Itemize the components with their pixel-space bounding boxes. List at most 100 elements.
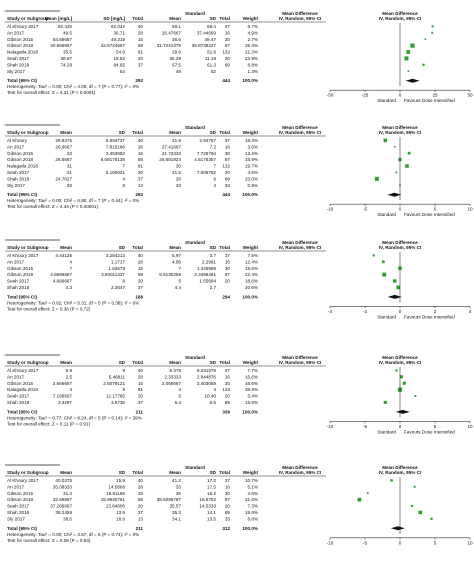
- total-standard: 20: [225, 56, 231, 61]
- total-intensified: 20: [138, 56, 144, 61]
- column-header: Study or Subgroup: [7, 470, 49, 475]
- mean-standard: 4.4: [175, 285, 182, 290]
- total-intensified: 81: [138, 50, 144, 55]
- study-point-estimate: [383, 138, 388, 143]
- group-header: Standard: [185, 355, 205, 360]
- weight: 21.3%: [245, 50, 258, 55]
- column-header: Total: [219, 16, 230, 21]
- sd-intensified: 6.08178138: [101, 157, 126, 162]
- mean-standard: 5.4: [175, 400, 182, 405]
- total-label: Total (95% CI): [7, 409, 38, 414]
- mean-intensified: 26.6667: [55, 157, 72, 162]
- mean-intensified: 35.5: [63, 50, 72, 55]
- total-standard: 89: [225, 62, 231, 67]
- study-point-estimate: [396, 285, 401, 290]
- total-intensified: 28: [138, 30, 144, 35]
- study-point-estimate: [399, 375, 403, 379]
- study-name: Gibson 2018: [7, 157, 33, 162]
- sd-standard: 38.8739227: [192, 43, 217, 48]
- sd-intensified: 2.2647: [111, 285, 125, 290]
- sd-intensified: 54: [120, 69, 126, 74]
- total-n-intensified: 211: [136, 526, 144, 531]
- total-intensified: 28: [138, 144, 144, 149]
- mean-intensified: 32.66667: [53, 497, 73, 502]
- group-header: Standard: [185, 465, 205, 470]
- effect-title: Mean Difference: [282, 240, 318, 245]
- total-standard: 30: [225, 266, 231, 271]
- x-tick-label: 0: [399, 540, 402, 545]
- mean-standard: 57.5: [172, 62, 181, 67]
- sd-intensified: 1.1717: [111, 259, 125, 264]
- column-header: Mean: [169, 245, 181, 250]
- weight: 7.3%: [248, 504, 258, 509]
- column-header: SD: [210, 130, 217, 135]
- weight: 0.9%: [248, 183, 258, 188]
- total-standard: 30: [225, 151, 231, 156]
- study-point-estimate: [393, 145, 396, 148]
- x-tick-label: -2: [363, 309, 368, 314]
- mean-standard: 28: [176, 176, 182, 181]
- total-intensified: 81: [138, 164, 144, 169]
- sd-standard: 7.729794: [197, 151, 217, 156]
- total-standard: 16: [225, 144, 231, 149]
- total-standard: 89: [225, 510, 231, 515]
- sd-standard: 3.7: [210, 253, 217, 258]
- study-point-estimate: [404, 56, 409, 61]
- forest-plot-panel: Standard Mean Difference Mean Difference St…: [0, 120, 474, 228]
- study-name: Sly 2017: [7, 183, 25, 188]
- sd-intensified: 18.82: [114, 56, 126, 61]
- study-point-estimate: [414, 395, 417, 397]
- sd-intensified: 36.71: [114, 30, 126, 35]
- study-point-estimate: [413, 485, 416, 488]
- total-standard: 33: [225, 516, 231, 521]
- pooled-diamond: [387, 192, 402, 197]
- mean-standard: 34.1: [172, 516, 181, 521]
- total-intensified: 28: [138, 259, 144, 264]
- sd-standard: 15.8752: [199, 497, 216, 502]
- weight: 18.6%: [245, 266, 258, 271]
- study-point-estimate: [407, 70, 410, 72]
- total-intensified: 40: [138, 24, 144, 29]
- x-tick-label: -5: [363, 207, 368, 212]
- study-name: Gibson 2015: [7, 37, 33, 42]
- sd-intensified: 14.5806: [108, 484, 125, 489]
- sd-intensified: 3.284213: [106, 253, 126, 258]
- x-tick-label: -25: [362, 93, 369, 98]
- total-n-standard: 339: [222, 409, 230, 414]
- sd-intensified: 13.84606: [106, 504, 126, 509]
- mean-intensified: 4: [69, 387, 72, 392]
- favours-left-label: Standard: [377, 429, 396, 434]
- sd-standard: 1.55684: [199, 279, 216, 284]
- total-intensified: 37: [138, 62, 144, 67]
- sd-standard: 14.5333: [199, 504, 216, 509]
- study-name: An 2017: [7, 259, 25, 264]
- overall-effect: Test for overall effect: Z = 0.08 (P = 0…: [7, 538, 91, 543]
- weight: 8.8%: [248, 62, 258, 67]
- weight: 5.4%: [248, 394, 258, 399]
- sd-standard: 58.4: [207, 24, 216, 29]
- favours-right-label: Favours Dose Intensified: [404, 314, 455, 319]
- total-intensified: 37: [138, 400, 144, 405]
- study-point-estimate: [382, 260, 385, 264]
- study-point-estimate: [366, 492, 369, 495]
- mean-standard: 49: [176, 69, 182, 74]
- column-header: Mean [mg/L]: [45, 16, 73, 21]
- study-name: Shah 2018: [7, 285, 30, 290]
- sd-standard: 2.2991: [202, 259, 216, 264]
- mean-standard: 30: [176, 164, 182, 169]
- sd-intensified: 54.9: [116, 50, 125, 55]
- column-header: SD: [119, 130, 126, 135]
- total-intensified: 58: [138, 43, 144, 48]
- study-name: Gibson 2018: [7, 272, 33, 277]
- sd-intensified: 49.319: [111, 37, 125, 42]
- study-name: Gibson 2018: [7, 43, 33, 48]
- mean-intensified: 31.4: [63, 491, 72, 496]
- study-name: An 2017: [7, 30, 25, 35]
- mean-intensified: 82.425: [58, 24, 72, 29]
- total-intensified: 15: [138, 381, 144, 386]
- mean-standard: 7: [178, 266, 181, 271]
- forest-plot-svg: Standard Mean Difference Mean Difference St…: [5, 239, 472, 319]
- favours-left-label: Standard: [377, 98, 396, 103]
- mean-intensified: 38.2459: [55, 510, 72, 515]
- column-header: SD: [210, 360, 217, 365]
